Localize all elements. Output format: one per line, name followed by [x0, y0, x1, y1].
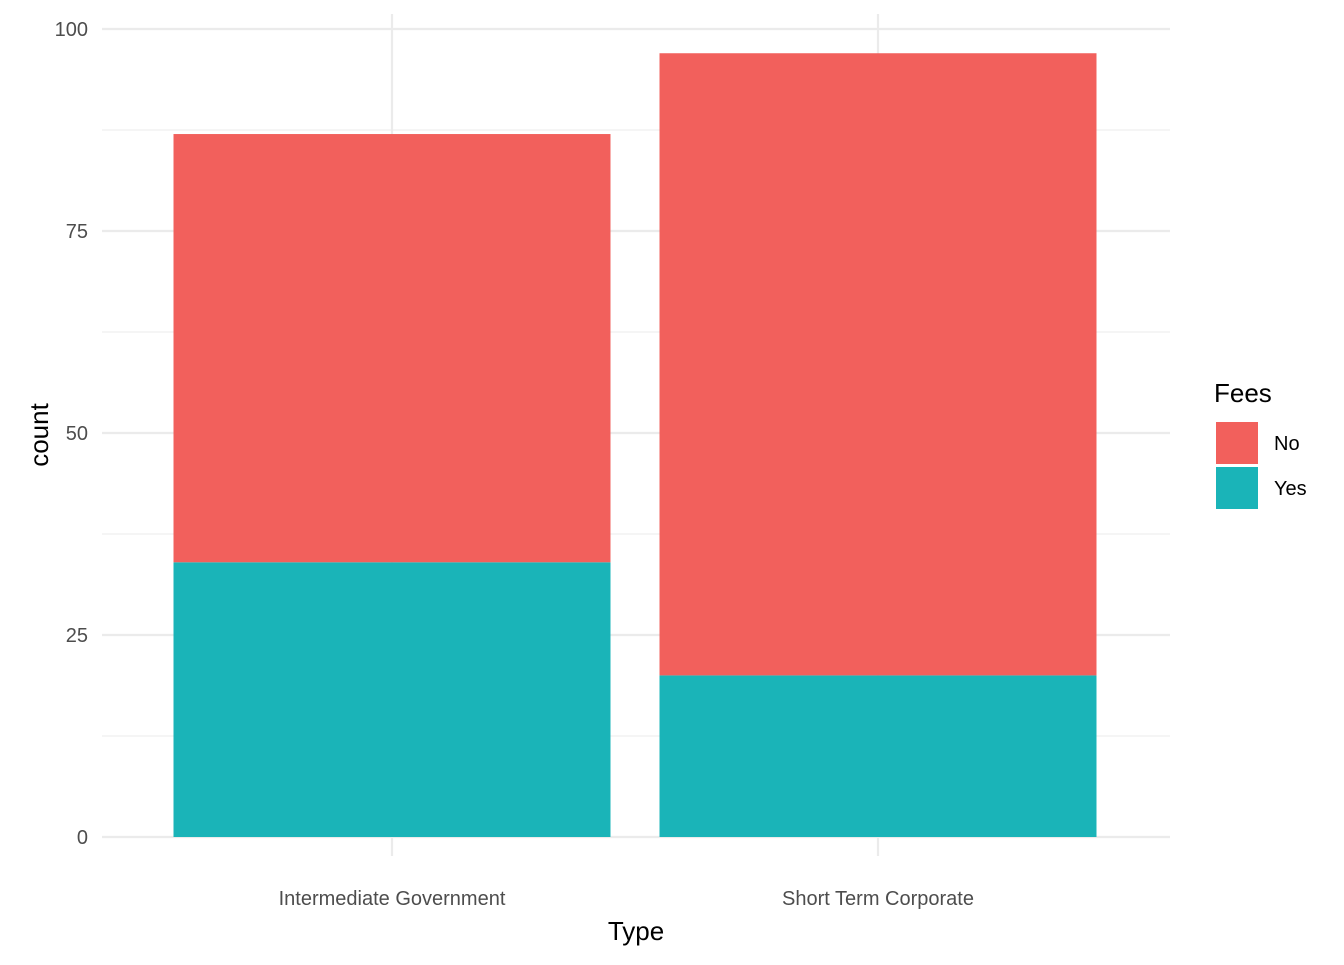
x-tick-label: Short Term Corporate	[782, 888, 974, 910]
legend: Fees No Yes	[1214, 378, 1307, 509]
legend-key-yes	[1216, 467, 1258, 509]
legend-key-no	[1216, 422, 1258, 464]
legend-label-yes: Yes	[1274, 478, 1307, 500]
y-tick-label: 100	[55, 19, 88, 41]
y-axis-ticks: 0 25 50 75 100	[55, 19, 88, 849]
bars	[173, 53, 1097, 837]
x-axis-title: Type	[608, 916, 664, 946]
y-tick-label: 75	[66, 221, 88, 243]
y-tick-label: 25	[66, 625, 88, 647]
y-tick-label: 50	[66, 423, 88, 445]
legend-title: Fees	[1214, 378, 1272, 408]
bar-no-0	[173, 134, 611, 563]
y-tick-label: 0	[77, 827, 88, 849]
bar-yes-0	[173, 562, 611, 837]
y-axis-title: count	[24, 402, 54, 466]
x-tick-label: Intermediate Government	[279, 888, 506, 910]
bar-yes-1	[659, 675, 1097, 837]
legend-label-no: No	[1274, 433, 1300, 455]
legend-items: No Yes	[1216, 422, 1307, 509]
x-axis-ticks: Intermediate Government Short Term Corpor…	[279, 888, 974, 910]
bar-no-1	[659, 53, 1097, 676]
